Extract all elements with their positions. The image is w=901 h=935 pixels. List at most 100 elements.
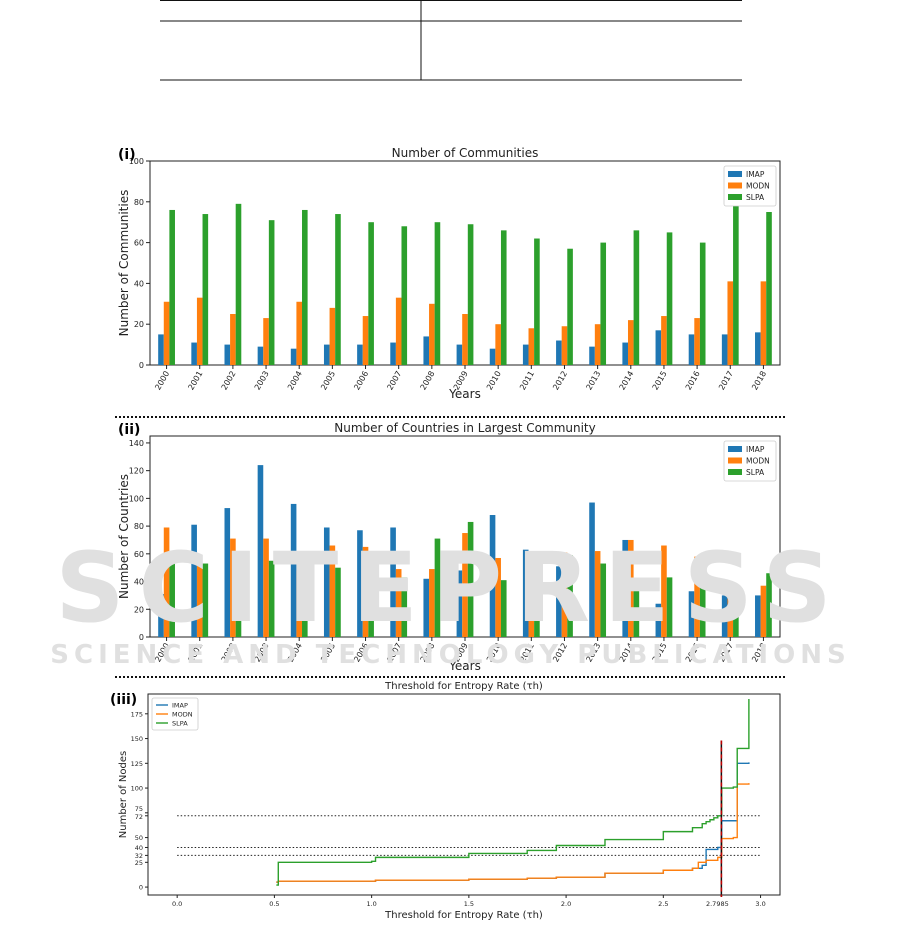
legend-entry: SLPA — [172, 720, 188, 728]
bar-modn — [661, 545, 667, 637]
y-tick-label: 100 — [129, 157, 144, 166]
bar-slpa — [534, 574, 540, 637]
bar-modn — [263, 318, 269, 365]
bar-modn — [462, 533, 468, 637]
bar-imap — [589, 346, 595, 365]
panel-label: (iii) — [110, 692, 137, 708]
y-tick-label: 50 — [135, 834, 143, 842]
y-tick-label: 20 — [134, 320, 144, 329]
bar-imap — [257, 346, 264, 365]
bar-imap — [456, 344, 463, 365]
bar-imap — [158, 334, 164, 365]
bar-modn — [594, 324, 601, 365]
bar-imap — [622, 539, 628, 637]
y-tick-label: 0 — [139, 361, 144, 370]
bar-modn — [561, 552, 568, 637]
bar-modn — [694, 556, 700, 637]
bar-slpa — [600, 242, 607, 365]
bar-imap — [423, 336, 430, 365]
y-tick-label: 25 — [135, 859, 143, 867]
x-tick-label: 1.5 — [464, 900, 474, 908]
bar-imap — [357, 344, 363, 365]
series-line-imap — [276, 762, 750, 883]
series-line-modn — [276, 783, 750, 883]
x-tick-label: 2018 — [750, 370, 768, 392]
x-tick-label: 2003 — [253, 642, 271, 664]
x-axis-label: Years — [448, 387, 481, 401]
bar-imap — [290, 503, 297, 637]
bar-imap — [522, 549, 529, 637]
y-tick-label: 120 — [129, 467, 144, 476]
x-tick-label: 2016 — [684, 642, 702, 664]
bar-modn — [528, 328, 535, 365]
bar-imap — [158, 594, 164, 637]
legend: IMAP MODN SLPA — [723, 165, 777, 207]
x-tick-label: 2000 — [153, 642, 171, 664]
bar-imap — [556, 340, 562, 365]
y-tick-label: 40 — [134, 578, 144, 587]
legend-entry: IMAP — [172, 702, 188, 710]
bar-imap — [489, 515, 496, 637]
bar-imap — [191, 524, 197, 637]
y-tick-label: 20 — [134, 605, 144, 614]
legend-entry: SLPA — [746, 193, 765, 202]
bar-slpa — [467, 521, 474, 637]
bar-modn — [296, 301, 303, 365]
legend-entry: MODN — [746, 457, 770, 466]
x-tick-label: 2001 — [186, 370, 204, 392]
x-tick-label: 2001 — [186, 642, 204, 664]
x-axis-label: Years — [448, 659, 481, 673]
bar-slpa — [699, 577, 706, 637]
bar-slpa — [434, 538, 441, 637]
bar-modn — [196, 297, 203, 365]
x-tick-label: 2014 — [618, 642, 636, 664]
bar-modn — [362, 546, 369, 637]
bar-slpa — [467, 224, 474, 365]
bar-slpa — [169, 209, 175, 365]
legend-entry: MODN — [746, 182, 770, 191]
bar-modn — [694, 318, 700, 365]
bar-slpa — [567, 555, 573, 637]
bar-imap — [522, 344, 529, 365]
bar-slpa — [268, 220, 275, 365]
bar-slpa — [666, 232, 673, 365]
bar-imap — [257, 465, 264, 637]
bar-slpa — [368, 578, 374, 637]
y-tick-label: 0 — [139, 633, 144, 642]
bar-slpa — [766, 573, 772, 637]
y-tick-label: 32 — [135, 852, 143, 860]
bar-slpa — [633, 230, 640, 365]
x-axis-label: Threshold for Entropy Rate (τh) — [384, 910, 543, 921]
bar-modn — [760, 281, 767, 365]
bar-modn — [230, 314, 236, 365]
bar-slpa — [534, 238, 540, 365]
bar-imap — [688, 591, 695, 637]
bar-slpa — [235, 203, 242, 365]
bar-slpa — [567, 248, 573, 365]
legend-entry: IMAP — [746, 170, 765, 179]
bar-slpa — [169, 562, 175, 637]
x-tick-label: 2013 — [584, 370, 602, 392]
bar-slpa — [335, 567, 341, 637]
y-axis-label: Number of Countries — [117, 474, 131, 599]
x-tick-label: 2013 — [584, 642, 602, 664]
bar-modn — [163, 301, 170, 365]
x-tick-label: 2012 — [551, 370, 569, 392]
y-tick-label: 40 — [135, 844, 143, 852]
bar-slpa — [666, 577, 673, 637]
bar-imap — [755, 595, 761, 637]
x-tick-label: 2004 — [286, 370, 304, 392]
chart-title: Number of Communities — [392, 146, 539, 160]
bar-slpa — [202, 214, 209, 365]
y-tick-label: 60 — [134, 550, 144, 559]
bar-slpa — [302, 567, 308, 637]
bar-slpa — [733, 203, 739, 365]
bar-modn — [495, 557, 501, 637]
x-tick-label: 1.0 — [366, 900, 376, 908]
bar-slpa — [401, 577, 408, 637]
y-tick-label: 125 — [131, 760, 143, 768]
marker-label: 2.7985 — [706, 900, 729, 908]
bar-imap — [224, 344, 231, 365]
bar-imap — [688, 334, 695, 365]
